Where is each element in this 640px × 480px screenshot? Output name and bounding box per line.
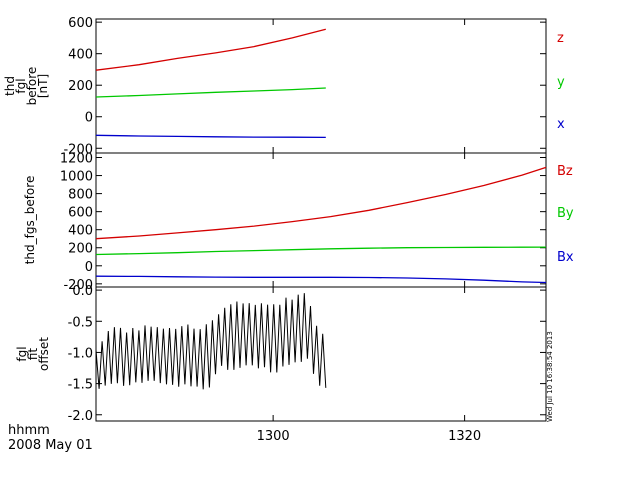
series-line-by [95, 246, 547, 256]
panel-2: -200 0 200 400 600 800 1000 1200 thd_fgs_before B… [23, 152, 574, 293]
legend-label-z: z [557, 31, 564, 46]
series-line-x [95, 134, 326, 139]
y-tick-label: 200 [68, 79, 93, 94]
y-tick-label: 600 [68, 16, 93, 31]
series-line-z [95, 28, 326, 71]
y-tick-label: -1.0 [68, 346, 93, 361]
y-tick-label: -2.0 [68, 409, 93, 424]
y-tick-label: 0.0 [72, 284, 93, 299]
y-tick-label: -200 [63, 278, 93, 293]
panel-frame [95, 152, 547, 288]
y-axis-label: [nT] [36, 74, 50, 98]
y-axis-label: thd [3, 76, 17, 96]
x-unit-label: hhmm [8, 423, 50, 438]
legend-label-x: x [557, 117, 565, 132]
y-tick-label: 0 [85, 111, 93, 126]
legend-label-y: y [557, 75, 565, 90]
y-axis-label: thd_fgs_before [23, 176, 37, 265]
y-tick-label: -0.5 [68, 315, 93, 330]
panel-frame [95, 286, 547, 422]
panel-frame [95, 18, 547, 154]
y-tick-label: -1.5 [68, 378, 93, 393]
y-tick-label: 0 [85, 260, 93, 275]
y-axis-label: fgl [14, 78, 28, 93]
x-tick-label: 1300 [257, 429, 290, 444]
series-line-bz [95, 166, 547, 240]
y-tick-label: 1000 [60, 170, 93, 185]
y-axis-label: fgl [15, 346, 29, 361]
series-line-y [95, 87, 326, 98]
y-axis-label: before [25, 67, 39, 106]
legend-label-bx: Bx [557, 250, 574, 265]
legend-label-bz: Bz [557, 164, 573, 179]
y-axis-label: offset [37, 337, 51, 371]
x-date-label: 2008 May 01 [8, 438, 93, 453]
timestamp-stamp: Wed Jul 10 16:38:54 2013 [546, 331, 554, 422]
legend-label-by: By [557, 206, 574, 221]
y-tick-label: 1200 [60, 152, 93, 167]
y-tick-label: -200 [63, 142, 93, 157]
series-line-bx [95, 275, 547, 284]
y-tick-label: 600 [68, 206, 93, 221]
y-tick-label: 200 [68, 242, 93, 257]
series-line-offset [95, 293, 327, 390]
y-tick-label: 400 [68, 48, 93, 63]
y-axis-label: fit [26, 348, 40, 361]
x-tick-label: 1320 [448, 429, 481, 444]
y-tick-label: 800 [68, 188, 93, 203]
y-tick-label: 400 [68, 224, 93, 239]
